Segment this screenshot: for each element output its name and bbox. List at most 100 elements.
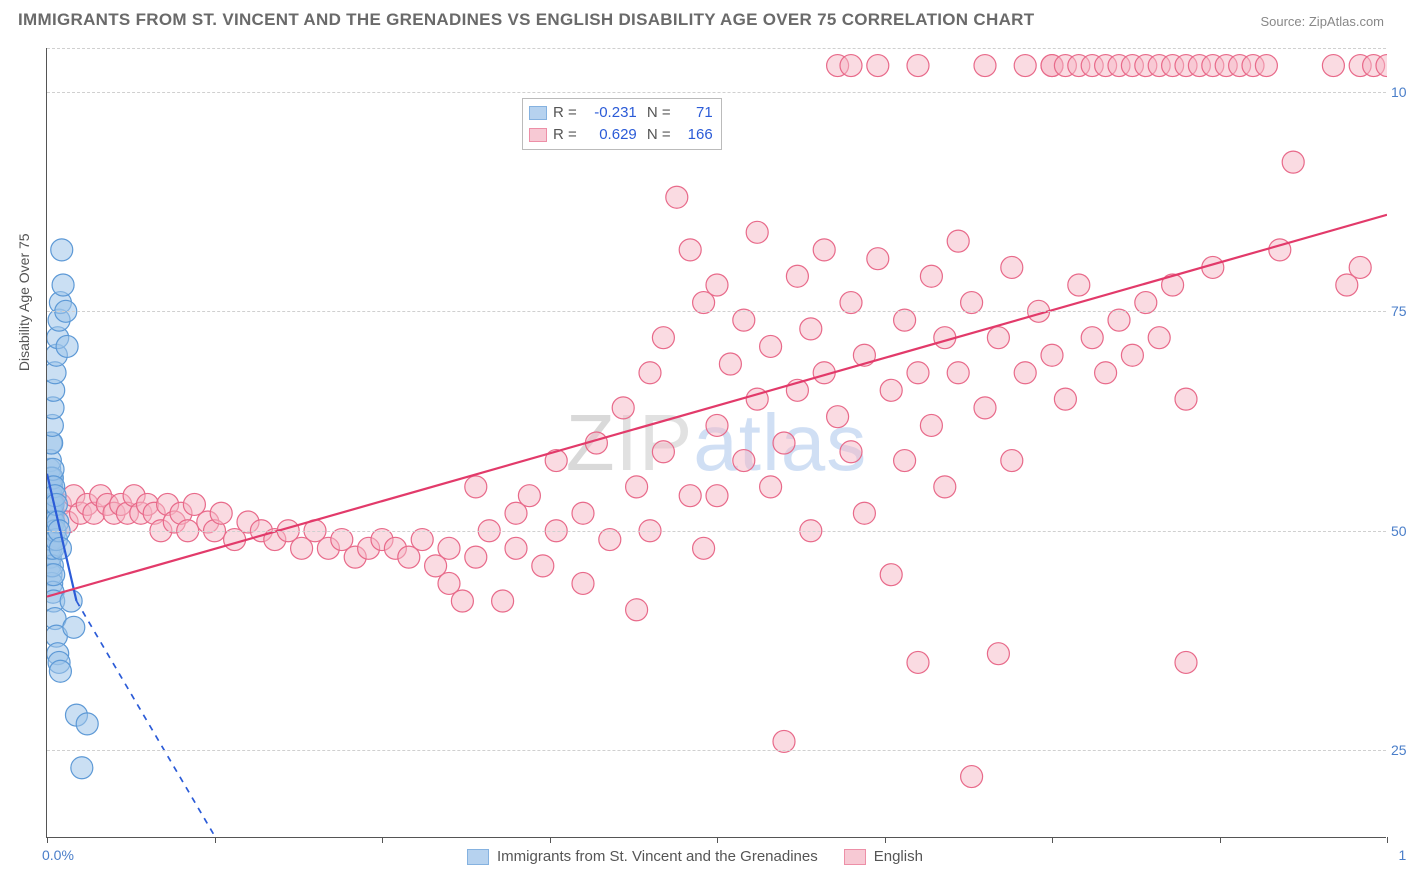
scatter-point [60, 590, 82, 612]
x-tick [1387, 837, 1388, 843]
scatter-point [773, 730, 795, 752]
gridline [47, 531, 1386, 532]
scatter-point [733, 309, 755, 331]
scatter-point [1001, 450, 1023, 472]
gridline [47, 750, 1386, 751]
stats-r-label: R = [553, 102, 577, 124]
scatter-point [532, 555, 554, 577]
scatter-point [76, 713, 98, 735]
scatter-point [52, 274, 74, 296]
scatter-point [719, 353, 741, 375]
scatter-point [867, 248, 889, 270]
scatter-point [920, 414, 942, 436]
scatter-point [1108, 309, 1130, 331]
scatter-point [49, 537, 71, 559]
stats-n-value: 166 [677, 124, 713, 146]
scatter-point [947, 230, 969, 252]
scatter-point [894, 309, 916, 331]
scatter-point [733, 450, 755, 472]
x-tick [382, 837, 383, 843]
scatter-point [679, 485, 701, 507]
scatter-point [652, 327, 674, 349]
scatter-point [1135, 292, 1157, 314]
scatter-point [438, 537, 460, 559]
scatter-point [746, 221, 768, 243]
scatter-point [706, 274, 728, 296]
scatter-point [961, 766, 983, 788]
stats-swatch-icon [529, 106, 547, 120]
scatter-point [1014, 55, 1036, 77]
scatter-point [1349, 256, 1371, 278]
legend-item-series-2[interactable]: English [844, 848, 923, 865]
scatter-point [1095, 362, 1117, 384]
scatter-point [411, 529, 433, 551]
scatter-point [572, 572, 594, 594]
gridline [47, 311, 1386, 312]
stats-r-value: -0.231 [583, 102, 637, 124]
y-tick-label: 50.0% [1391, 523, 1406, 539]
stats-row-series-1: R = -0.231 N = 71 [529, 102, 713, 124]
legend-label: Immigrants from St. Vincent and the Gren… [497, 848, 818, 865]
scatter-point [1322, 55, 1344, 77]
legend-swatch-icon [467, 849, 489, 865]
plot-area: ZIPatlas 25.0%50.0%75.0%100.0% 0.0% 100.… [46, 48, 1386, 838]
gridline [47, 92, 1386, 93]
scatter-point [813, 239, 835, 261]
scatter-point [974, 397, 996, 419]
scatter-point [47, 564, 65, 586]
x-tick [717, 837, 718, 843]
scatter-chart-svg [47, 48, 1387, 838]
scatter-point [987, 643, 1009, 665]
scatter-point [1175, 651, 1197, 673]
stats-row-series-2: R = 0.629 N = 166 [529, 124, 713, 146]
chart-title: IMMIGRANTS FROM ST. VINCENT AND THE GREN… [18, 10, 1034, 30]
scatter-point [760, 335, 782, 357]
scatter-point [56, 335, 78, 357]
scatter-point [827, 406, 849, 428]
x-axis-min-label: 0.0% [42, 847, 74, 863]
scatter-point [639, 362, 661, 384]
x-tick [47, 837, 48, 843]
source-attribution: Source: ZipAtlas.com [1260, 14, 1384, 29]
scatter-point [853, 502, 875, 524]
stats-n-label: N = [643, 124, 671, 146]
scatter-point [706, 485, 728, 507]
scatter-point [706, 414, 728, 436]
x-axis-max-label: 100.0% [1399, 847, 1406, 863]
scatter-point [51, 239, 73, 261]
scatter-point [599, 529, 621, 551]
scatter-point [773, 432, 795, 454]
legend-label: English [874, 848, 923, 865]
scatter-point [1175, 388, 1197, 410]
scatter-point [1054, 388, 1076, 410]
scatter-point [987, 327, 1009, 349]
scatter-point [840, 292, 862, 314]
x-tick [1220, 837, 1221, 843]
y-axis-label: Disability Age Over 75 [16, 233, 32, 371]
scatter-point [1068, 274, 1090, 296]
scatter-point [894, 450, 916, 472]
scatter-point [492, 590, 514, 612]
scatter-point [1081, 327, 1103, 349]
scatter-point [652, 441, 674, 463]
scatter-point [572, 502, 594, 524]
scatter-point [71, 757, 93, 779]
legend-item-series-1[interactable]: Immigrants from St. Vincent and the Gren… [467, 848, 818, 865]
scatter-point [465, 546, 487, 568]
scatter-point [961, 292, 983, 314]
stats-n-value: 71 [677, 102, 713, 124]
y-tick-label: 75.0% [1391, 303, 1406, 319]
x-tick [1052, 837, 1053, 843]
scatter-point [907, 362, 929, 384]
scatter-point [840, 55, 862, 77]
scatter-point [907, 55, 929, 77]
scatter-point [626, 476, 648, 498]
scatter-point [49, 660, 71, 682]
stats-swatch-icon [529, 128, 547, 142]
scatter-point [1121, 344, 1143, 366]
y-tick-label: 100.0% [1391, 84, 1406, 100]
legend: Immigrants from St. Vincent and the Gren… [467, 848, 923, 865]
scatter-point [1148, 327, 1170, 349]
scatter-point [800, 318, 822, 340]
stats-n-label: N = [643, 102, 671, 124]
